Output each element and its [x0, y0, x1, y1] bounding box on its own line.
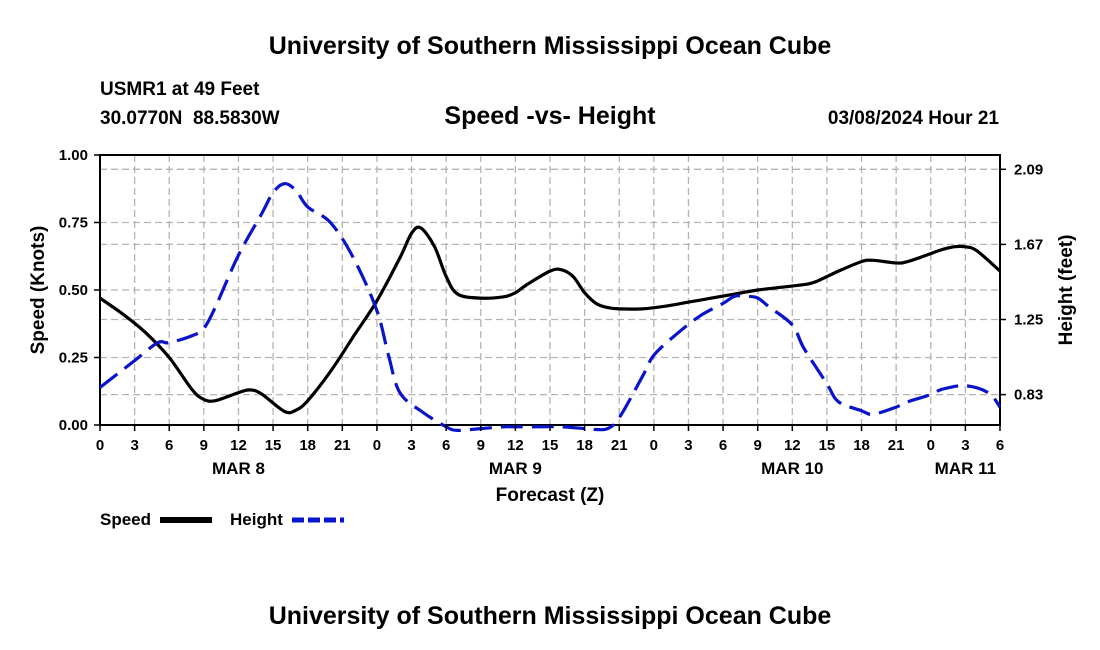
footer-title: University of Southern Mississippi Ocean…	[269, 602, 832, 630]
x-tick-label: 18	[299, 437, 316, 454]
y-left-tick-label: 0.25	[59, 350, 88, 367]
x-tick-label: 9	[754, 437, 762, 454]
x-tick-label: 3	[130, 437, 138, 454]
y-axis-left-label: Speed (Knots)	[28, 226, 49, 355]
grid-lines	[100, 155, 1000, 425]
x-date-label: MAR 10	[761, 459, 823, 478]
x-tick-label: 12	[784, 437, 801, 454]
x-tick-label: 15	[819, 437, 836, 454]
coordinates-label: 30.0770N 88.5830W	[100, 108, 280, 129]
x-axis-label: Forecast (Z)	[496, 485, 605, 506]
chart-subtitle: Speed -vs- Height	[444, 102, 656, 130]
x-tick-label: 21	[334, 437, 351, 454]
station-label: USMR1 at 49 Feet	[100, 79, 260, 100]
x-tick-label: 21	[611, 437, 628, 454]
x-tick-label: 9	[477, 437, 485, 454]
x-tick-label: 3	[407, 437, 415, 454]
x-tick-label: 0	[373, 437, 381, 454]
series-group	[99, 182, 1002, 433]
x-tick-label: 15	[265, 437, 282, 454]
legend: Speed Height	[100, 510, 344, 529]
legend-speed-label: Speed	[100, 510, 151, 529]
legend-height-label: Height	[230, 510, 283, 529]
x-tick-label: 6	[165, 437, 173, 454]
x-tick-label: 0	[96, 437, 104, 454]
x-tick-label: 6	[996, 437, 1004, 454]
x-date-label: MAR 11	[935, 459, 996, 478]
y-left-tick-label: 0.75	[59, 215, 88, 232]
chart-title: University of Southern Mississippi Ocean…	[269, 32, 832, 60]
x-date-label: MAR 8	[212, 459, 265, 478]
y-right-tick-label: 1.67	[1014, 236, 1043, 253]
x-tick-label: 18	[576, 437, 593, 454]
x-tick-label: 15	[542, 437, 559, 454]
timestamp-label: 03/08/2024 Hour 21	[828, 108, 1000, 129]
x-tick-label: 6	[719, 437, 727, 454]
x-tick-label: 12	[230, 437, 247, 454]
speed-series-line	[99, 225, 1002, 415]
x-tick-label: 3	[961, 437, 969, 454]
x-tick-label: 0	[650, 437, 658, 454]
x-date-label: MAR 9	[489, 459, 542, 478]
x-tick-label: 12	[507, 437, 524, 454]
x-tick-label: 9	[200, 437, 208, 454]
y-left-tick-label: 1.00	[59, 147, 88, 164]
y-right-tick-label: 1.25	[1014, 312, 1043, 329]
x-tick-label: 0	[927, 437, 935, 454]
x-tick-label: 3	[684, 437, 692, 454]
x-tick-label: 6	[442, 437, 450, 454]
y-right-tick-label: 0.83	[1014, 387, 1043, 404]
y-right-tick-label: 2.09	[1014, 161, 1043, 178]
x-tick-label: 21	[888, 437, 905, 454]
x-tick-label: 18	[853, 437, 870, 454]
y-axis-right-label: Height (feet)	[1056, 235, 1077, 346]
axis-ticks: 0 3 6 9 12 15 18 21 0 3 6 9 12 15 18 21 0 3 6 9 12 15 18 21 0 3 6 0…	[59, 147, 1043, 478]
y-left-tick-label: 0.50	[59, 282, 88, 299]
y-left-tick-label: 0.00	[59, 417, 88, 434]
